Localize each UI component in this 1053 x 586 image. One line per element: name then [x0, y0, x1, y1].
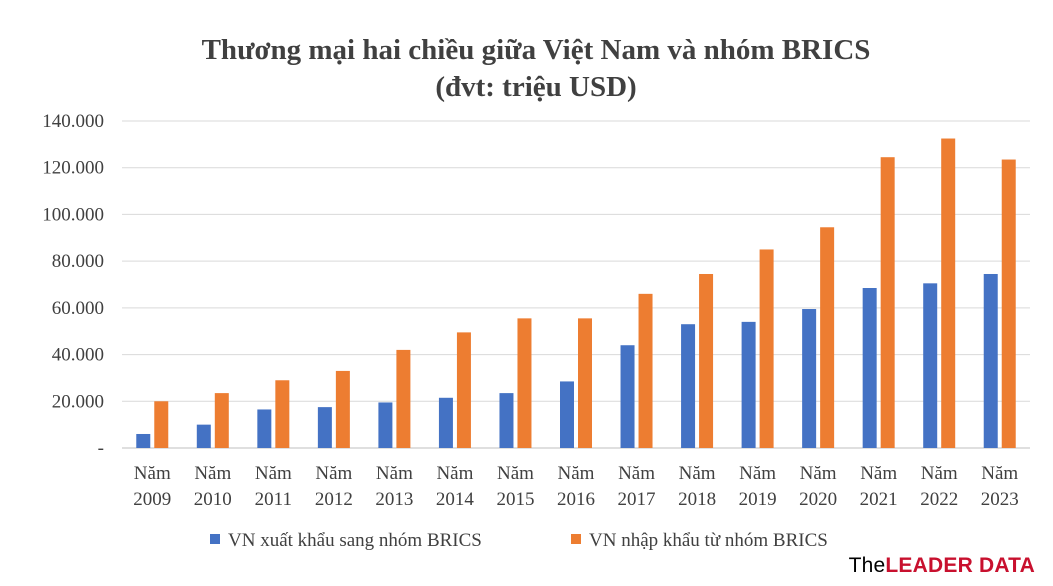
bar-import — [638, 293, 653, 448]
brand-logo: TheLEADER DATA — [849, 554, 1035, 578]
x-tick-label: 2020 — [799, 489, 837, 510]
bar-import — [820, 227, 835, 448]
x-tick-label: Năm — [679, 463, 716, 484]
x-tick-label: Năm — [315, 463, 352, 484]
y-tick-label: 120.000 — [42, 158, 104, 179]
y-tick-label: 100.000 — [42, 204, 104, 225]
bar-export — [317, 407, 332, 448]
x-tick-label: Năm — [921, 463, 958, 484]
bars — [136, 138, 1016, 449]
bar-import — [214, 393, 229, 448]
y-tick-label: - — [98, 438, 104, 459]
brand-prefix: The — [848, 554, 886, 577]
bar-export — [923, 283, 938, 448]
x-tick-label: Năm — [739, 463, 776, 484]
bar-export — [681, 324, 696, 448]
legend: VN xuất khẩu sang nhóm BRICS VN nhập khẩu… — [210, 530, 828, 551]
x-tick-label: 2019 — [739, 489, 777, 510]
y-tick-label: 140.000 — [42, 111, 104, 132]
bar-import — [578, 318, 592, 448]
bar-export — [983, 273, 998, 448]
bar-export — [257, 409, 272, 448]
chart-subtitle: (đvt: triệu USD) — [435, 71, 636, 103]
legend-label: VN nhập khẩu từ nhóm BRICS — [589, 530, 828, 551]
bar-import — [456, 332, 471, 448]
bar-import — [335, 370, 350, 448]
bar-export — [620, 345, 635, 448]
bar-import — [699, 273, 714, 448]
x-tick-label: Năm — [436, 463, 473, 484]
chart-title: Thương mại hai chiều giữa Việt Nam và nh… — [202, 34, 871, 66]
x-tick-label: Năm — [558, 463, 595, 484]
x-tick-label: 2014 — [436, 489, 475, 510]
x-tick-label: 2018 — [678, 489, 716, 510]
x-tick-label: 2016 — [557, 489, 595, 510]
x-tick-label: 2013 — [375, 489, 413, 510]
bar-export — [741, 321, 756, 448]
legend-swatch — [571, 534, 581, 544]
x-tick-label: Năm — [497, 463, 534, 484]
bar-import — [275, 380, 290, 448]
bar-export — [862, 288, 877, 448]
bar-import — [1001, 159, 1016, 448]
x-tick-label: 2015 — [496, 489, 534, 510]
bar-export — [136, 433, 151, 448]
bar-import — [396, 349, 411, 448]
x-tick-label: 2023 — [981, 489, 1019, 510]
x-tick-label: 2022 — [920, 489, 958, 510]
y-axis: - 20.000 40.000 60.000 80.000 100.000 120.000 1… — [42, 111, 104, 459]
gridlines — [122, 120, 1030, 449]
y-tick-label: 40.000 — [52, 345, 104, 366]
bar-export — [560, 381, 574, 448]
bar-export — [378, 402, 393, 448]
y-tick-label: 20.000 — [52, 391, 104, 412]
x-tick-label: Năm — [618, 463, 655, 484]
x-tick-label: 2010 — [194, 489, 232, 510]
bar-export — [802, 309, 817, 448]
x-tick-label: 2011 — [255, 489, 292, 510]
bar-export — [196, 424, 211, 448]
bar-import — [154, 401, 169, 448]
bar-export — [438, 397, 453, 448]
x-tick-label: 2012 — [315, 489, 353, 510]
legend-label: VN xuất khẩu sang nhóm BRICS — [228, 530, 482, 551]
x-axis: Năm 2009 Năm 2010 Năm 2011 Năm 2012 Năm 2013 Năm 20… — [133, 463, 1018, 510]
bar-import — [941, 138, 956, 448]
bar-import — [880, 157, 895, 449]
x-tick-label: 2009 — [133, 489, 171, 510]
x-tick-label: 2021 — [860, 489, 898, 510]
brand-name: LEADER DATA — [885, 554, 1035, 577]
bar-export — [499, 393, 514, 448]
x-tick-label: Năm — [860, 463, 897, 484]
x-tick-label: Năm — [800, 463, 837, 484]
y-tick-label: 80.000 — [52, 251, 104, 272]
legend-swatch — [210, 534, 220, 544]
x-tick-label: Năm — [376, 463, 413, 484]
x-tick-label: Năm — [134, 463, 171, 484]
x-tick-label: Năm — [194, 463, 231, 484]
y-tick-label: 60.000 — [52, 298, 104, 319]
x-tick-label: Năm — [255, 463, 292, 484]
x-tick-label: Năm — [981, 463, 1018, 484]
bar-import — [517, 318, 532, 448]
x-tick-label: 2017 — [618, 489, 656, 510]
bar-import — [759, 249, 774, 448]
